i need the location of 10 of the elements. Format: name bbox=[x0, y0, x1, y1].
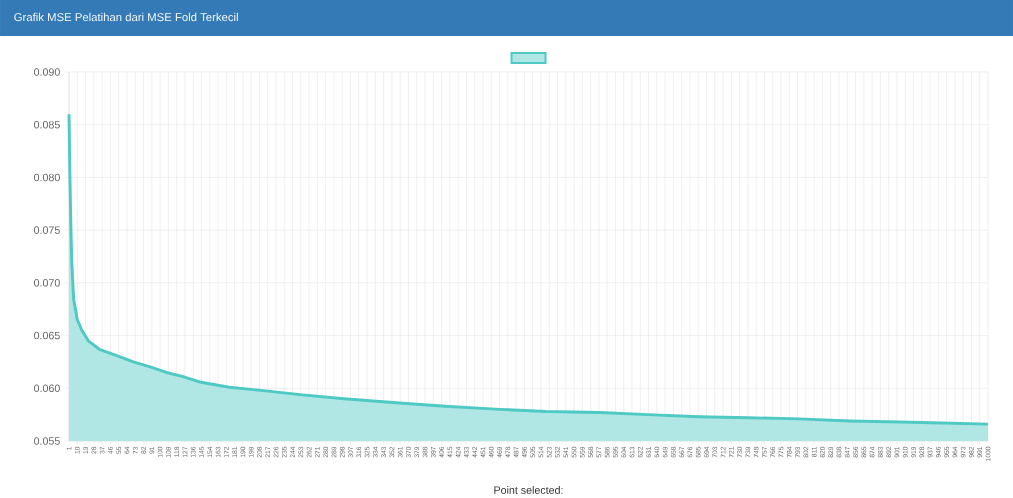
y-tick-label: 0.060 bbox=[34, 384, 60, 392]
y-tick-label: 0.070 bbox=[34, 278, 60, 287]
y-tick-label: 0.065 bbox=[34, 331, 60, 340]
y-tick-label: 0.075 bbox=[34, 226, 60, 234]
text: Point selected: bbox=[494, 485, 563, 494]
y-tick-label: 0.055 bbox=[34, 437, 60, 445]
y-tick-label: 0.085 bbox=[34, 120, 60, 129]
y-tick-label: 0.080 bbox=[34, 173, 60, 182]
y-tick-label: 0.090 bbox=[34, 68, 60, 76]
chart-title: Grafik MSE Pelatihan dari MSE Fold Terkecil bbox=[14, 12, 238, 21]
